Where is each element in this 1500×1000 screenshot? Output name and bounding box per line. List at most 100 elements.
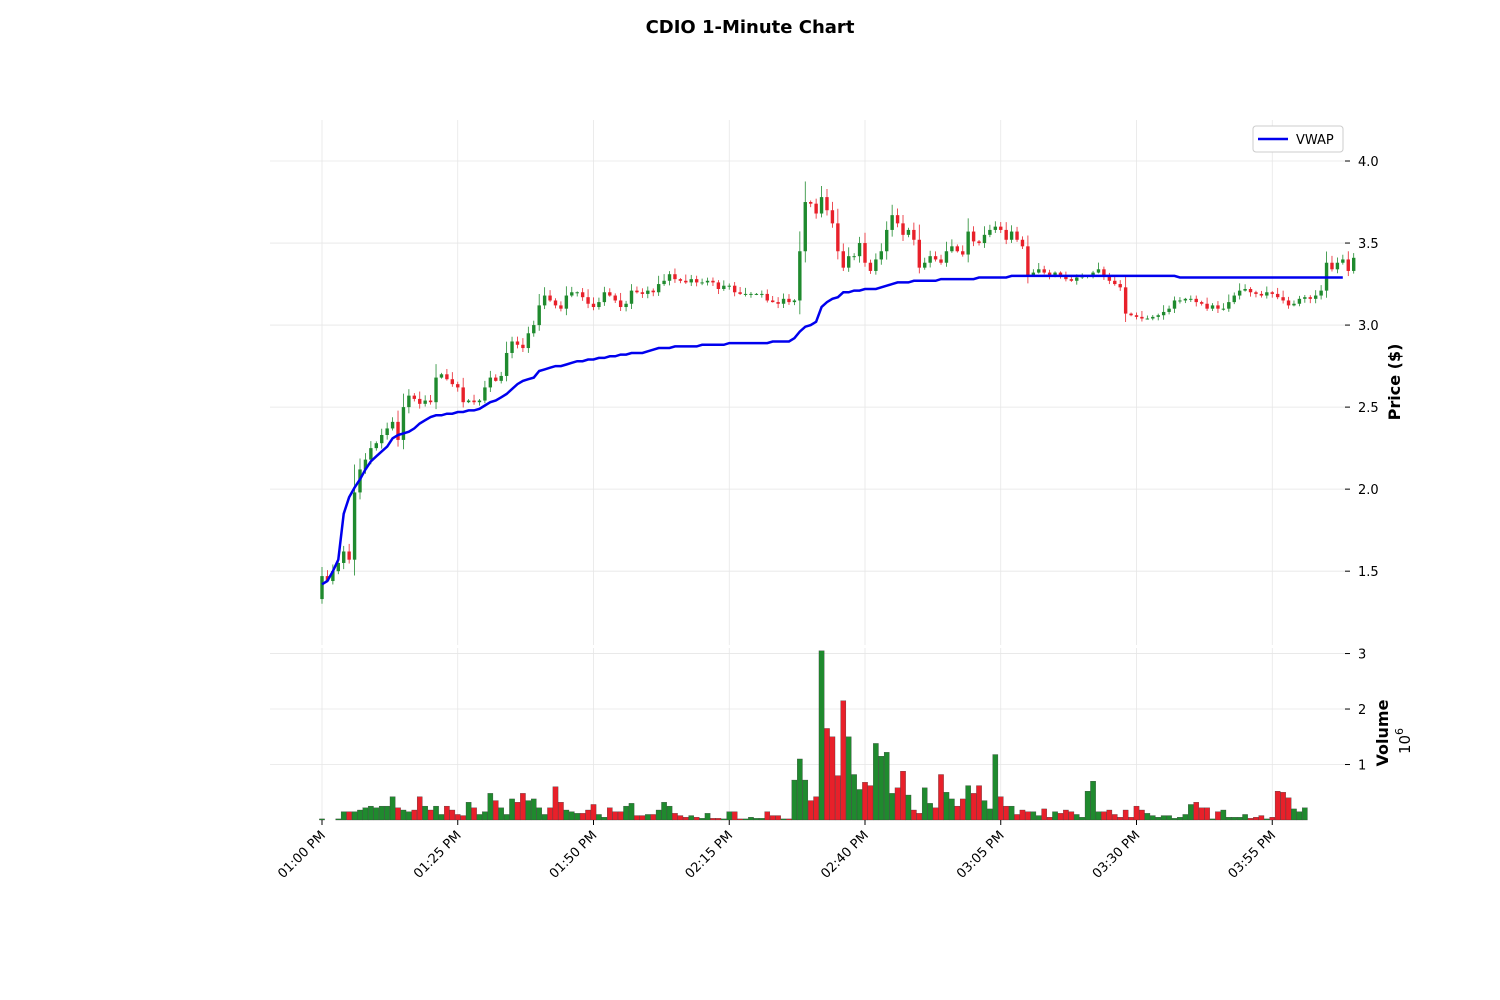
volume-bar [1209,818,1216,821]
candle-body [597,302,601,308]
volume-bar [1063,809,1069,821]
volume-bar [1133,805,1140,821]
candle-body [635,290,639,293]
volume-bar [992,754,999,821]
volume-bar [1079,817,1085,821]
volume-bar [840,700,847,821]
candle-body [472,400,476,403]
legend-box [1252,125,1344,153]
volume-bar [1019,809,1026,821]
volume-bar [878,756,885,821]
volume-bar [460,815,466,821]
volume-bar [617,811,624,821]
volume-bar [959,798,966,821]
candle-body [1113,280,1117,285]
candle-body [694,279,699,283]
volume-bar [851,774,857,821]
candle-body [656,284,661,293]
volume-bar [1280,792,1286,821]
candle-body [705,280,710,283]
volume-bar [1242,814,1248,821]
candle-body [814,203,818,214]
volume-bar [476,814,483,821]
candle-body [1275,293,1280,298]
candle-body [526,333,531,349]
volume-bar [862,782,868,821]
candle-body [1297,298,1302,304]
volume-bar [1188,804,1194,821]
price-axis-label: Price ($) [1385,344,1404,421]
candle-body [575,292,579,294]
volume-bar [818,650,825,821]
candle-body [1227,302,1231,309]
candle-body [1031,272,1036,276]
volume-bar [921,787,928,821]
candle-body [803,202,807,252]
candle-body [1319,290,1323,296]
candle-body [1270,292,1274,294]
volume-bar [536,807,542,821]
candle-body [423,400,427,404]
volume-bar [1296,811,1303,821]
candle-body [836,223,840,252]
volume-bar [357,809,363,821]
volume-bar [427,809,434,821]
volume-bar [970,793,977,821]
volume-bar [661,802,667,821]
candle-body [1243,288,1247,291]
volume-bar [531,798,537,821]
candle-body [711,280,715,283]
candle-body [977,241,981,244]
x-tick-label: 01:50 PM [547,828,600,881]
candle-body [1237,290,1242,296]
volume-bar [1128,817,1134,821]
candle-body [966,231,970,255]
x-tick-label: 01:00 PM [275,828,328,881]
volume-bar [742,818,749,821]
candle-body [732,285,737,293]
volume-bar [368,805,374,821]
x-tick-label: 02:15 PM [683,828,736,881]
candle-body [542,295,547,306]
volume-bar [389,796,396,821]
candle-body [1221,308,1226,310]
volume-scale-label: 106 [1393,728,1414,754]
volume-bar [704,813,711,821]
candle-body [1292,303,1296,306]
candle-body [1216,305,1220,309]
volume-bar [482,811,488,821]
candle-body [830,210,835,224]
x-tick-label: 01:25 PM [411,828,464,881]
candle-body [591,303,596,308]
price-grid [270,120,1345,645]
volume-bar [655,809,662,821]
volume-bar [547,807,553,821]
candle-body [618,300,623,308]
candle-body [418,398,422,404]
candle-body [1091,272,1095,276]
candle-body [961,251,965,255]
candle-body [1156,315,1160,317]
volume-bar [753,818,760,821]
volume-bar [677,815,684,821]
candle-body [743,293,748,295]
candle-body [1020,239,1025,247]
volume-bar [883,752,890,821]
volume-bar [351,811,358,821]
volume-bar [813,796,819,821]
candle-body [890,215,894,230]
candle-body [390,421,395,429]
candle-body [331,571,335,582]
volume-axis-label: Volume [1373,699,1392,766]
volume-bar [1215,811,1221,821]
volume-bars [319,650,1308,821]
volume-bar [1193,802,1199,821]
candle-body [895,215,900,224]
candle-body [1286,300,1291,306]
volume-bar [916,813,923,821]
volume-bar [634,815,640,821]
volume-bar [411,809,418,821]
x-tick-label: 03:55 PM [1226,828,1279,881]
volume-bar [645,814,651,821]
